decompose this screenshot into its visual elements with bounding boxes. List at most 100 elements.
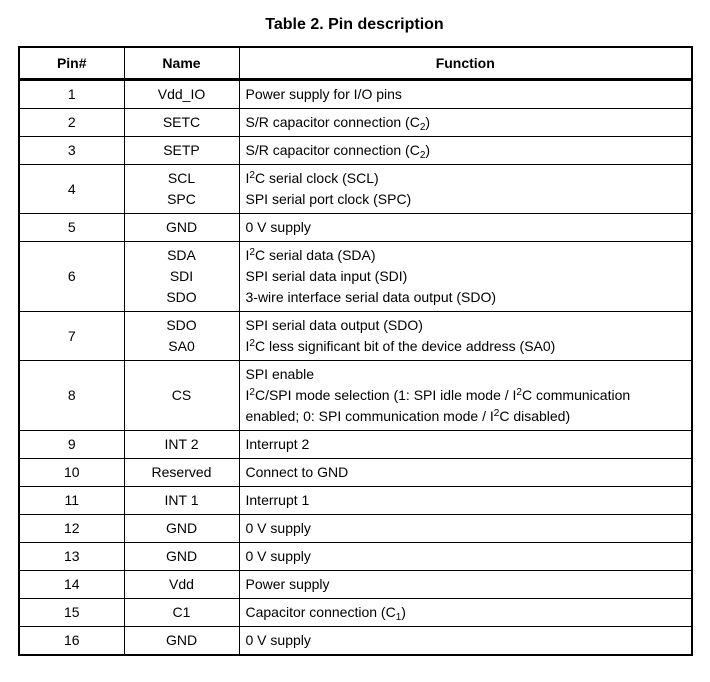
table-row: 9 INT 2 Interrupt 2 <box>18 430 693 459</box>
header-row: Pin# Name Function <box>18 46 693 81</box>
name-line: SETP <box>163 142 200 158</box>
function-line: I2C/SPI mode selection (1: SPI idle mode… <box>245 387 631 403</box>
table-row: 14 Vdd Power supply <box>18 570 693 599</box>
name-line: Reserved <box>151 464 212 480</box>
pin-description-table: Pin# Name Function 1 Vdd_IO Power supply f… <box>18 46 693 656</box>
column-header-name: Name <box>123 46 240 81</box>
function-line: S/R capacitor connection (C2) <box>245 142 431 161</box>
function-line: Interrupt 2 <box>245 436 310 452</box>
table-header: Pin# Name Function <box>18 46 693 81</box>
name-line: GND <box>165 219 198 235</box>
function-line: 0 V supply <box>245 219 311 235</box>
table-title: Table 2. Pin description <box>265 16 444 33</box>
function-line: 0 V supply <box>245 632 311 648</box>
name-line: CS <box>171 387 192 403</box>
table-row: 4 SCL SPC I2C serial clock (SCL) SPI serial … <box>18 164 693 214</box>
pin-cell: 4 <box>18 164 125 214</box>
pin-cell: 1 <box>18 79 125 109</box>
function-cell: I2C serial data (SDA) SPI serial data inp… <box>238 241 693 312</box>
pin-cell: 10 <box>18 458 125 487</box>
function-cell: 0 V supply <box>238 213 693 242</box>
function-line: SPI serial data output (SDO) <box>245 317 423 333</box>
name-cell: SDA SDI SDO <box>123 241 240 312</box>
pin-cell: 6 <box>18 241 125 312</box>
table-row: 7 SDO SA0 SPI serial data output (SDO) I2C l… <box>18 311 693 361</box>
name-cell: GND <box>123 514 240 543</box>
function-line: I2C serial data (SDA) <box>245 247 376 263</box>
function-line: SPI enable <box>245 366 315 382</box>
table-row: 12 GND 0 V supply <box>18 514 693 543</box>
function-line: I2C serial clock (SCL) <box>245 170 379 186</box>
pin-cell: 5 <box>18 213 125 242</box>
function-line: Power supply for I/O pins <box>245 86 402 102</box>
name-line: GND <box>165 520 198 536</box>
table-row: 15 C1 Capacitor connection (C1) <box>18 598 693 627</box>
function-cell: SPI serial data output (SDO) I2C less sig… <box>238 311 693 361</box>
name-line: SCL <box>167 170 196 186</box>
name-cell: Vdd_IO <box>123 79 240 109</box>
pin-cell: 12 <box>18 514 125 543</box>
name-line: Vdd_IO <box>157 86 206 102</box>
table-row: 6 SDA SDI SDO I2C serial data (SDA) SPI seria… <box>18 241 693 312</box>
name-line: SDO <box>166 317 197 333</box>
function-line: SPI serial port clock (SPC) <box>245 191 412 207</box>
function-cell: S/R capacitor connection (C2) <box>238 136 693 165</box>
function-line: 0 V supply <box>245 548 311 564</box>
name-cell: C1 <box>123 598 240 627</box>
name-line: SETC <box>162 114 201 130</box>
function-line: Power supply <box>245 576 330 592</box>
name-line: GND <box>165 548 198 564</box>
pin-cell: 9 <box>18 430 125 459</box>
function-line: Connect to GND <box>245 464 349 480</box>
function-cell: 0 V supply <box>238 542 693 571</box>
function-line: 0 V supply <box>245 520 311 536</box>
name-line: SDA <box>167 247 196 263</box>
table-row: 2 SETC S/R capacitor connection (C2) <box>18 108 693 137</box>
table-row: 3 SETP S/R capacitor connection (C2) <box>18 136 693 165</box>
function-cell: 0 V supply <box>238 626 693 656</box>
function-cell: S/R capacitor connection (C2) <box>238 108 693 137</box>
name-cell: INT 2 <box>123 430 240 459</box>
function-cell: Capacitor connection (C1) <box>238 598 693 627</box>
name-cell: SDO SA0 <box>123 311 240 361</box>
name-cell: GND <box>123 213 240 242</box>
function-cell: Interrupt 1 <box>238 486 693 515</box>
column-header-pin: Pin# <box>18 46 125 81</box>
pin-cell: 15 <box>18 598 125 627</box>
name-cell: GND <box>123 542 240 571</box>
table-row: 1 Vdd_IO Power supply for I/O pins <box>18 79 693 109</box>
function-cell: Power supply <box>238 570 693 599</box>
function-cell: Power supply for I/O pins <box>238 79 693 109</box>
function-line: S/R capacitor connection (C2) <box>245 114 431 133</box>
name-line: SPC <box>167 191 196 207</box>
pin-cell: 13 <box>18 542 125 571</box>
function-cell: Interrupt 2 <box>238 430 693 459</box>
table-row: 11 INT 1 Interrupt 1 <box>18 486 693 515</box>
function-cell: I2C serial clock (SCL) SPI serial port cl… <box>238 164 693 214</box>
name-cell: SCL SPC <box>123 164 240 214</box>
name-line: INT 1 <box>164 492 199 508</box>
pin-cell: 2 <box>18 108 125 137</box>
name-cell: Reserved <box>123 458 240 487</box>
name-line: Vdd <box>169 576 194 592</box>
name-cell: GND <box>123 626 240 656</box>
name-cell: INT 1 <box>123 486 240 515</box>
function-line: Interrupt 1 <box>245 492 310 508</box>
name-line: SDI <box>169 268 194 284</box>
name-line: GND <box>165 632 198 648</box>
function-line: I2C less significant bit of the device a… <box>245 338 556 354</box>
name-line: INT 2 <box>164 436 199 452</box>
table-row: 5 GND 0 V supply <box>18 213 693 242</box>
function-line: enabled; 0: SPI communication mode / I2C… <box>245 408 571 424</box>
table-row: 13 GND 0 V supply <box>18 542 693 571</box>
name-cell: SETC <box>123 108 240 137</box>
pin-cell: 14 <box>18 570 125 599</box>
function-cell: SPI enable I2C/SPI mode selection (1: SPI… <box>238 360 693 431</box>
column-header-function: Function <box>238 46 693 81</box>
pin-cell: 7 <box>18 311 125 361</box>
name-cell: Vdd <box>123 570 240 599</box>
pin-cell: 8 <box>18 360 125 431</box>
function-line: Capacitor connection (C1) <box>245 604 406 623</box>
name-line: SDO <box>166 289 197 305</box>
function-line: 3-wire interface serial data output (SDO… <box>245 289 497 305</box>
